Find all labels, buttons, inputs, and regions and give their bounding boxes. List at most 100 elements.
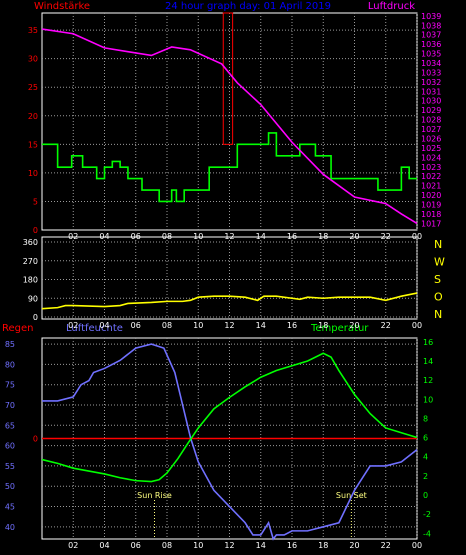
direction-x-tick-label: 20 [349, 321, 359, 330]
pressure-y-tick-label: 1021 [421, 182, 441, 191]
climate-x-tick-label: 00 [412, 541, 422, 550]
pressure-y-tick-label: 1030 [421, 97, 441, 106]
humidity-y-tick-label: 70 [5, 401, 15, 410]
wind-y-tick-label: 30 [28, 55, 38, 64]
direction-x-tick-label: 06 [131, 321, 141, 330]
wind-x-tick-label: 20 [349, 232, 359, 241]
temperature-y-tick-label: 4 [423, 453, 428, 462]
climate-x-tick-label: 02 [68, 541, 78, 550]
wind-y-tick-label: 15 [28, 140, 38, 149]
pressure-series-line [41, 28, 418, 225]
wind-y-tick-label: 35 [28, 26, 38, 35]
wind-y-tick-label: 0 [33, 226, 38, 235]
pressure-y-tick-label: 1032 [421, 78, 441, 87]
climate-x-tick-label: 08 [162, 541, 172, 550]
wind-y-tick-label: 20 [28, 112, 38, 121]
wind-x-tick-label: 08 [162, 232, 172, 241]
humidity-y-tick-label: 55 [5, 462, 15, 471]
pressure-y-tick-label: 1031 [421, 87, 441, 96]
wind-series-line [42, 132, 417, 203]
climate-x-tick-label: 04 [99, 541, 109, 550]
humidity-y-tick-label: 75 [5, 381, 15, 390]
wind-y-tick-label: 25 [28, 83, 38, 92]
pressure-y-tick-label: 1036 [421, 40, 441, 49]
direction-x-tick-label: 04 [99, 321, 109, 330]
pressure-y-tick-label: 1018 [421, 210, 441, 219]
pressure-y-tick-label: 1027 [421, 125, 441, 134]
humidity-y-tick-label: 85 [5, 340, 15, 349]
pressure-y-tick-label: 1033 [421, 68, 441, 77]
temperature-y-tick-label: -4 [423, 529, 431, 538]
direction-y-tick-label: 180 [23, 276, 38, 285]
pressure-y-tick-label: 1025 [421, 144, 441, 153]
humidity-label: Luftfeuchte [66, 323, 123, 334]
humidity-y-tick-label: 65 [5, 421, 15, 430]
direction-y-tick-label: 360 [23, 238, 38, 247]
pressure-y-tick-label: 1029 [421, 106, 441, 115]
temperature-y-tick-label: 10 [423, 395, 433, 404]
direction-x-tick-label: 12 [224, 321, 234, 330]
pressure-y-tick-label: 1019 [421, 201, 441, 210]
wind-x-tick-label: 02 [68, 232, 78, 241]
climate-x-tick-label: 20 [349, 541, 359, 550]
temperature-label: Temperatur [310, 323, 369, 334]
direction-x-tick-label: 02 [68, 321, 78, 330]
pressure-y-tick-label: 1038 [421, 21, 441, 30]
direction-y-tick-label: 0 [33, 313, 38, 322]
humidity-y-tick-label: 40 [5, 523, 15, 532]
compass-letter: S [434, 273, 441, 286]
temperature-series-line [41, 352, 418, 483]
climate-x-tick-label: 22 [381, 541, 391, 550]
pressure-y-tick-label: 1023 [421, 163, 441, 172]
climate-x-tick-label: 06 [131, 541, 141, 550]
climate-x-tick-label: 16 [287, 541, 297, 550]
pressure-y-tick-label: 1034 [421, 59, 441, 68]
climate-x-tick-label: 12 [224, 541, 234, 550]
wind-y-tick-label: 5 [33, 197, 38, 206]
wind-x-tick-label: 14 [256, 232, 266, 241]
pressure-y-tick-label: 1022 [421, 172, 441, 181]
wind-x-tick-label: 10 [193, 232, 203, 241]
temperature-y-tick-label: 8 [423, 414, 428, 423]
sun-event-label: Sun Set [336, 491, 367, 500]
wind-y-tick-label: 10 [28, 169, 38, 178]
wind-x-tick-label: 04 [99, 232, 109, 241]
direction-x-tick-label: 14 [256, 321, 266, 330]
direction-x-tick-label: 18 [318, 321, 328, 330]
sun-event-label: Sun Rise [137, 491, 172, 500]
climate-x-tick-label: 14 [256, 541, 266, 550]
humidity-y-tick-label: 45 [5, 503, 15, 512]
humidity-series-line [42, 343, 418, 541]
rain-label: Regen [2, 323, 34, 334]
compass-letter: W [434, 256, 445, 269]
wind-x-tick-label: 12 [224, 232, 234, 241]
wind-axis-title: Windstärke [34, 1, 90, 12]
pressure-y-tick-label: 1017 [421, 219, 441, 228]
direction-x-tick-label: 00 [412, 321, 422, 330]
direction-x-tick-label: 16 [287, 321, 297, 330]
compass-letter: N [434, 238, 442, 251]
direction-x-tick-label: 22 [381, 321, 391, 330]
wind-x-tick-label: 22 [381, 232, 391, 241]
temperature-y-tick-label: -2 [423, 510, 431, 519]
temperature-y-tick-label: 12 [423, 376, 433, 385]
direction-y-tick-label: 270 [23, 257, 38, 266]
pressure-axis-title: Luftdruck [368, 1, 415, 12]
humidity-y-tick-label: 50 [5, 482, 15, 491]
temperature-y-tick-label: 14 [423, 357, 433, 366]
temperature-y-tick-label: 6 [423, 434, 428, 443]
pressure-y-tick-label: 1039 [421, 12, 441, 21]
direction-x-tick-label: 10 [193, 321, 203, 330]
wind-x-tick-label: 00 [412, 232, 422, 241]
pressure-y-tick-label: 1035 [421, 50, 441, 59]
compass-letter: N [434, 308, 442, 321]
temperature-y-tick-label: 0 [423, 491, 428, 500]
direction-x-tick-label: 08 [162, 321, 172, 330]
temperature-y-tick-label: 2 [423, 472, 428, 481]
direction-y-tick-label: 90 [28, 294, 38, 303]
wind-x-tick-label: 06 [131, 232, 141, 241]
chart-title: 24 hour graph day: 01 April 2019 [165, 1, 331, 12]
direction-series-line [41, 292, 418, 310]
